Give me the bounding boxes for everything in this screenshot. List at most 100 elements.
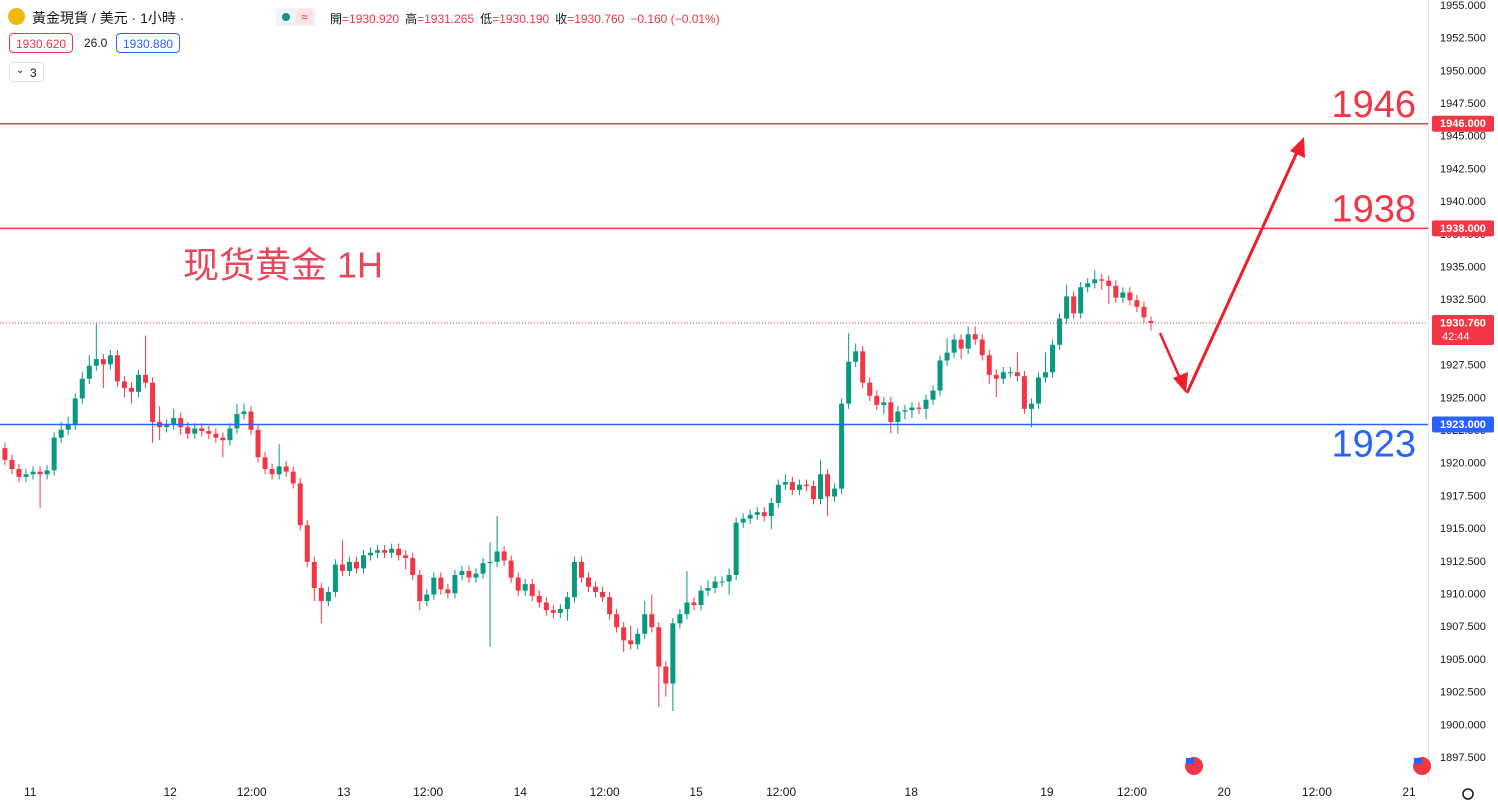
candle-body <box>789 482 795 490</box>
candle-body <box>396 548 402 556</box>
candle-body <box>459 571 465 575</box>
x-tick-label: 12:00 <box>766 785 796 799</box>
candle-body <box>255 429 261 458</box>
y-tick-label: 1942.500 <box>1440 163 1486 175</box>
candle-body <box>44 470 50 475</box>
y-tick-label: 1917.500 <box>1440 490 1486 502</box>
candle-body <box>65 424 71 430</box>
candle-body <box>480 563 486 574</box>
candle-body <box>768 503 774 517</box>
candle-body <box>522 584 528 591</box>
candle-body <box>825 474 831 497</box>
projection-arrows <box>1158 137 1305 394</box>
candle-body <box>993 374 999 379</box>
gear[interactable] <box>1462 788 1474 800</box>
candle-body <box>213 433 219 438</box>
candle-body <box>1120 292 1126 298</box>
symbol-logo <box>8 8 25 25</box>
candle-body <box>635 633 641 645</box>
x-tick-label: 19 <box>1040 785 1054 799</box>
candle-body <box>79 378 85 399</box>
candle-body <box>143 374 149 383</box>
candle-body <box>487 561 493 564</box>
settings-icon[interactable] <box>1462 788 1474 800</box>
x-tick-label: 15 <box>689 785 703 799</box>
ask-button[interactable]: 1930.880 <box>116 33 181 53</box>
level-tag-text: 1938.000 <box>1440 223 1486 235</box>
candle-body <box>150 382 156 422</box>
candle-body <box>881 402 887 405</box>
candle-body <box>649 614 655 628</box>
candle-body <box>557 608 563 613</box>
candle-body <box>698 590 704 606</box>
candle-body <box>895 411 901 422</box>
candle-body <box>438 577 444 590</box>
x-tick-label: 12:00 <box>237 785 267 799</box>
candle-body <box>803 484 809 487</box>
candle-body <box>1085 283 1091 288</box>
candle-body <box>614 614 620 628</box>
candle-body <box>1014 372 1020 377</box>
candle-body <box>452 574 458 594</box>
candle-body <box>1071 296 1077 314</box>
candle-body <box>128 387 134 392</box>
x-tick-label: 18 <box>905 785 919 799</box>
candle-body <box>902 410 908 412</box>
indicators-toggle[interactable]: ⌄ 3 <box>9 62 44 82</box>
y-tick-label: 1950.000 <box>1440 65 1486 77</box>
candle-body <box>375 550 381 553</box>
y-tick-label: 1912.500 <box>1440 556 1486 568</box>
bid-button[interactable]: 1930.620 <box>9 33 74 53</box>
candle-body <box>248 411 254 430</box>
candle-body <box>37 471 43 475</box>
x-tick-label: 21 <box>1402 785 1416 799</box>
candle-body <box>1021 376 1027 409</box>
candle-body <box>51 437 57 471</box>
candle-body <box>670 623 676 684</box>
y-tick-label: 1900.000 <box>1440 719 1486 731</box>
candle-body <box>775 484 781 504</box>
level-tag-text: 1946.000 <box>1440 118 1486 130</box>
last-price-label: 1930.760 <box>1440 317 1486 329</box>
candle-body <box>578 561 584 578</box>
candle-body <box>494 551 500 562</box>
candle-body <box>937 360 943 391</box>
candle-body <box>1092 279 1098 284</box>
y-tick-label: 1955.000 <box>1440 0 1486 12</box>
candle-body <box>923 399 929 409</box>
candle-body <box>16 469 22 477</box>
candle-body <box>818 474 824 500</box>
candle-body <box>473 573 479 578</box>
legend-key: 開 <box>330 12 343 26</box>
candle-body <box>311 561 317 589</box>
candle-body <box>691 602 697 606</box>
last-price-tag <box>1432 315 1494 346</box>
y-tick-label: 1947.500 <box>1440 98 1486 110</box>
legend-value: =1931.265 <box>417 12 475 26</box>
candle-body <box>192 428 198 434</box>
candle-body <box>607 597 613 615</box>
candle-body <box>719 581 725 583</box>
y-tick-label: 1910.000 <box>1440 588 1486 600</box>
level-tag <box>1432 220 1494 237</box>
y-tick-label: 1907.500 <box>1440 621 1486 633</box>
candle-body <box>297 483 303 526</box>
level-tag <box>1432 416 1494 433</box>
y-tick-label: 1932.500 <box>1440 294 1486 306</box>
y-tick-label: 1940.000 <box>1440 196 1486 208</box>
candle-body <box>909 407 915 411</box>
x-tick-label: 12:00 <box>1117 785 1147 799</box>
x-tick-label: 12:00 <box>1302 785 1332 799</box>
candle-body <box>796 484 802 490</box>
candle-body <box>944 352 950 361</box>
y-tick-label: 1905.000 <box>1440 654 1486 666</box>
candle-body <box>23 474 29 477</box>
delayed-badge: ≈ <box>296 9 313 25</box>
candle-body <box>304 525 310 562</box>
candle-body <box>241 411 247 415</box>
y-tick-label: 1935.000 <box>1440 262 1486 274</box>
candle-body <box>178 418 184 428</box>
